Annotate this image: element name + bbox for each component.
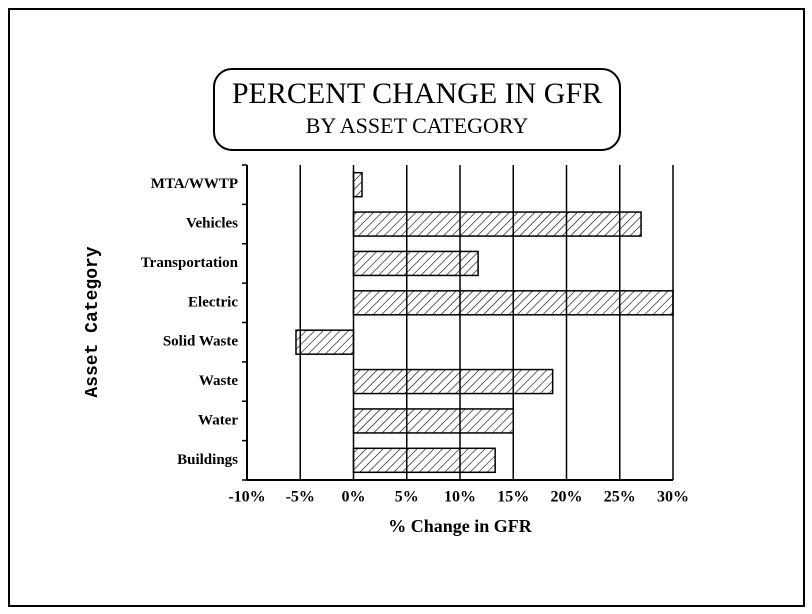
bar — [352, 250, 479, 277]
y-tick-label: Vehicles — [186, 216, 238, 232]
chart-title: PERCENT CHANGE IN GFR — [232, 77, 602, 110]
bar — [352, 211, 642, 237]
y-tick-label: Solid Waste — [163, 334, 239, 350]
y-tick-label: Buildings — [177, 452, 238, 468]
x-tick-label: -5% — [286, 489, 315, 506]
x-tick-label: 15% — [497, 489, 529, 506]
bar — [352, 171, 363, 198]
frame — [8, 8, 805, 607]
y-tick-label: MTA/WWTP — [151, 176, 238, 192]
x-tick-label: 0% — [342, 489, 366, 506]
x-axis-title: % Change in GFR — [388, 516, 533, 536]
bar — [352, 290, 674, 316]
x-tick-label: -10% — [228, 489, 265, 506]
bar — [352, 368, 554, 395]
bar — [352, 447, 496, 474]
bar — [352, 408, 514, 434]
x-tick-label: 20% — [551, 489, 583, 506]
y-tick-label: Water — [198, 412, 238, 428]
chart-subtitle: BY ASSET CATEGORY — [306, 113, 529, 138]
y-tick-label: Transportation — [141, 255, 239, 271]
bar — [295, 329, 355, 355]
title-box — [213, 68, 621, 151]
x-tick-label: 5% — [395, 489, 419, 506]
x-tick-label: 30% — [657, 489, 689, 506]
y-tick-label: Waste — [199, 373, 239, 389]
x-tick-label: 10% — [444, 489, 476, 506]
y-tick-label: Electric — [188, 294, 238, 310]
y-axis-title: Asset Category — [83, 246, 103, 397]
x-tick-label: 25% — [604, 489, 636, 506]
